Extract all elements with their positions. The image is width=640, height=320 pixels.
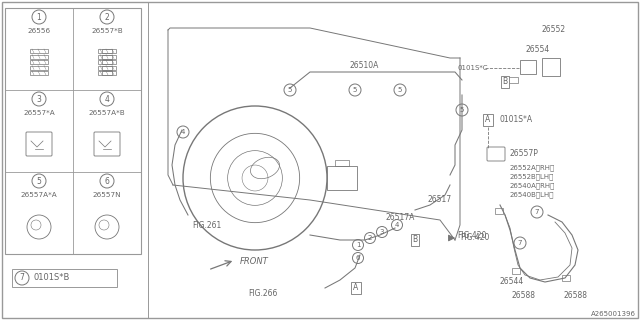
Bar	[30, 66, 48, 69]
Text: 26557A*B: 26557A*B	[88, 110, 125, 116]
Text: 5: 5	[398, 87, 402, 93]
Text: 26552B〈LH〉: 26552B〈LH〉	[510, 174, 554, 180]
Bar	[520, 60, 536, 74]
Text: 26540B〈LH〉: 26540B〈LH〉	[510, 192, 554, 198]
Text: A: A	[485, 116, 491, 124]
Text: 3: 3	[380, 229, 384, 235]
Text: 26556: 26556	[28, 28, 51, 34]
Text: 26557N: 26557N	[93, 192, 122, 198]
Text: 7: 7	[20, 274, 24, 283]
Text: 4: 4	[104, 94, 109, 103]
Text: 26588: 26588	[512, 291, 536, 300]
Bar	[98, 60, 116, 64]
Text: 7: 7	[535, 209, 540, 215]
Text: 0101S*B: 0101S*B	[33, 274, 69, 283]
Text: 0101S*C: 0101S*C	[458, 65, 488, 71]
Text: 5: 5	[288, 87, 292, 93]
Bar	[102, 60, 112, 64]
Bar	[12, 269, 117, 287]
Text: 5: 5	[36, 177, 42, 186]
Bar	[562, 275, 570, 281]
Text: B: B	[502, 77, 508, 86]
Text: 1: 1	[36, 12, 42, 21]
Text: 2: 2	[104, 12, 109, 21]
Text: 26588: 26588	[563, 291, 587, 300]
Text: 26544: 26544	[500, 277, 524, 286]
Bar	[508, 77, 518, 83]
Text: 6: 6	[356, 255, 360, 261]
Text: 26557A*A: 26557A*A	[20, 192, 58, 198]
Text: B: B	[412, 236, 417, 244]
Bar	[5, 8, 141, 254]
Text: 26517: 26517	[428, 196, 452, 204]
Bar	[495, 208, 503, 214]
Text: 7: 7	[518, 240, 522, 246]
Bar	[102, 66, 112, 69]
Text: FIG.261: FIG.261	[192, 221, 221, 230]
Bar	[542, 58, 560, 76]
Text: 3: 3	[36, 94, 42, 103]
Text: 26552: 26552	[542, 26, 566, 35]
Text: A265001396: A265001396	[591, 311, 636, 317]
Bar	[512, 268, 520, 274]
Bar	[98, 49, 116, 53]
Bar	[30, 54, 48, 59]
Text: 26554: 26554	[526, 45, 550, 54]
Bar	[102, 71, 112, 75]
Text: 4: 4	[395, 222, 399, 228]
Bar	[30, 60, 48, 64]
Text: 26557*A: 26557*A	[23, 110, 55, 116]
Text: 6: 6	[104, 177, 109, 186]
Text: FRONT: FRONT	[240, 257, 269, 266]
Text: 26517A: 26517A	[385, 213, 414, 222]
Text: 0101S*A: 0101S*A	[500, 116, 533, 124]
Text: 26557*B: 26557*B	[91, 28, 123, 34]
Bar	[102, 54, 112, 59]
Text: 1: 1	[356, 242, 360, 248]
Bar	[30, 49, 48, 53]
Bar	[335, 160, 349, 166]
Text: 26540A〈RH〉: 26540A〈RH〉	[510, 183, 556, 189]
Bar	[98, 71, 116, 75]
Text: 26552A〈RH〉: 26552A〈RH〉	[510, 165, 556, 171]
Text: 4: 4	[181, 129, 185, 135]
Text: 2: 2	[368, 235, 372, 241]
Text: 5: 5	[460, 107, 464, 113]
Text: A: A	[353, 284, 358, 292]
Bar	[327, 166, 357, 190]
Text: FIG.266: FIG.266	[248, 290, 277, 299]
Text: 26510A: 26510A	[350, 60, 380, 69]
Text: FIG.420: FIG.420	[457, 230, 486, 239]
Text: 5: 5	[353, 87, 357, 93]
Text: 26557P: 26557P	[510, 148, 539, 157]
Text: FIG.420: FIG.420	[460, 234, 490, 243]
Bar	[30, 71, 48, 75]
Bar	[98, 66, 116, 69]
Bar	[98, 54, 116, 59]
Bar	[102, 49, 112, 53]
